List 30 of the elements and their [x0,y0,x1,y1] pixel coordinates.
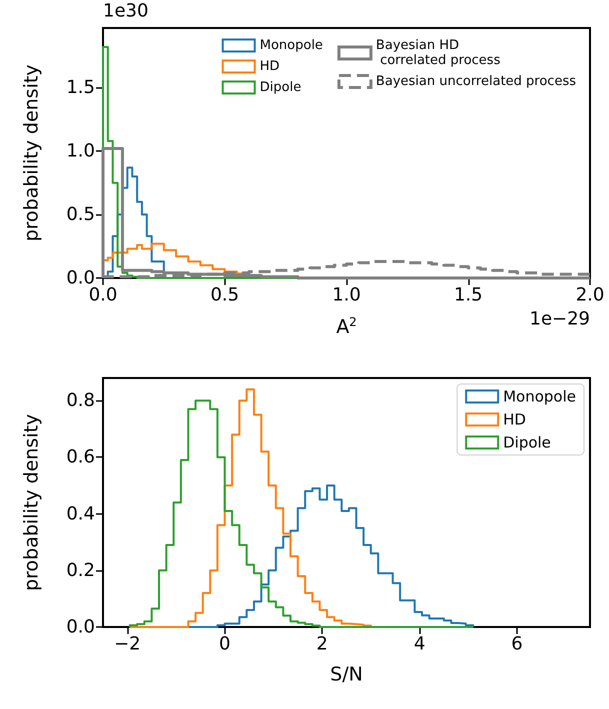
y-tick-label: 0.2 [66,560,95,581]
y-tick-label: 1.5 [66,77,95,98]
x-tick-label: 2.0 [576,284,604,306]
y-tick-label: 0.5 [66,204,95,226]
text: 1e30 [103,0,148,22]
text: 1e−29 [529,308,590,330]
x-tick-label: 0 [219,634,230,654]
x-tick-label: −2 [114,634,141,654]
legend-label: Dipole [503,434,551,452]
x-tick-label: 1.5 [454,284,483,306]
legend-label: Monopole [503,388,576,406]
x-axis-title: S/N [330,664,363,686]
x-tick-label: 6 [511,634,523,654]
x-tick-label: 1.0 [332,284,361,306]
legend-label: Monopole [260,38,323,53]
y-tick-label: 0.6 [66,446,95,468]
legend-label: Dipole [260,80,302,95]
y-tick-label: 0.4 [66,503,95,524]
x-tick-label: 4 [414,634,426,654]
legend-label: HD [503,410,526,428]
y-tick-label: 0.0 [66,616,95,638]
x-tick-label: 0.5 [210,284,240,306]
legend-label: Bayesian uncorrelated process [376,74,576,89]
legend-label: Bayesian HD correlated process [376,38,501,68]
y-axis-title: probability density [20,414,42,592]
x-tick-label: 2 [316,634,328,654]
y-tick-label: 0.8 [66,390,95,412]
legend-label: HD [260,59,280,74]
y-axis-title: probability density [20,64,42,242]
y-tick-label: 1.0 [66,140,95,162]
